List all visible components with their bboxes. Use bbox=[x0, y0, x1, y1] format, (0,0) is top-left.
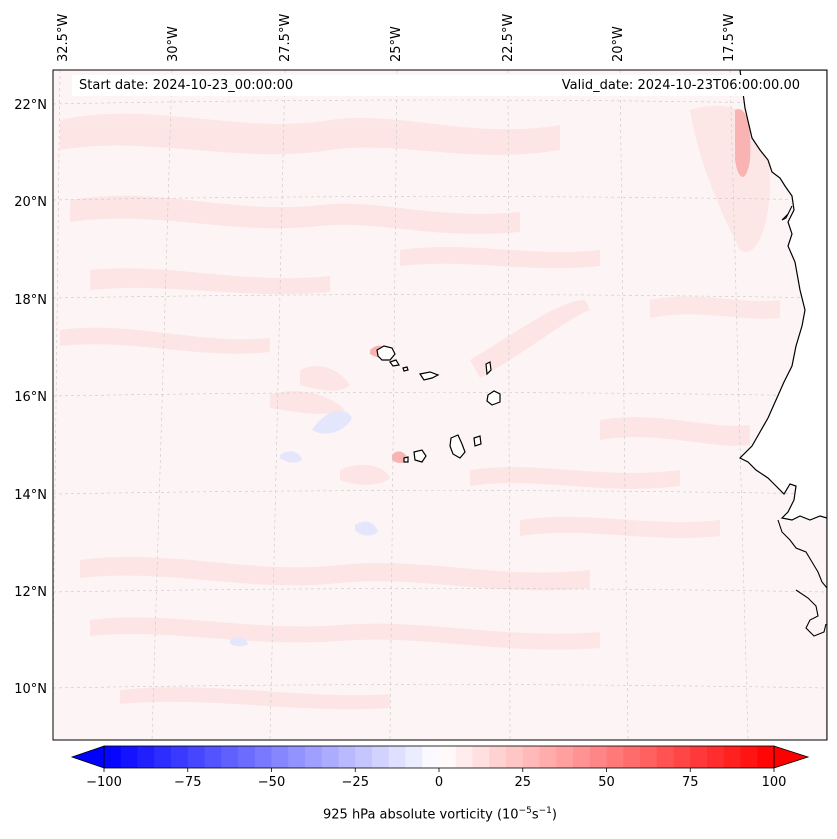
colorbar-cell bbox=[422, 746, 440, 768]
island-sao-nicolau bbox=[419, 371, 440, 381]
longitude-labels: 32.5°W 30°W 27.5°W 25°W 22.5°W 20°W 17.5… bbox=[56, 14, 737, 62]
colorbar-tick-label: 25 bbox=[514, 775, 531, 790]
colorbar-tick-label: −100 bbox=[86, 775, 122, 790]
colorbar-label: 925 hPa absolute vorticity (10−5s−1) bbox=[323, 806, 557, 823]
graticule bbox=[53, 70, 827, 740]
map-frame bbox=[52, 69, 828, 741]
map-panel bbox=[53, 70, 827, 740]
colorbar-tick-label: −50 bbox=[258, 775, 285, 790]
valid-date-label: Valid_date: 2024-10-23T06:00:00.00 bbox=[532, 75, 808, 96]
colorbar-cell bbox=[120, 746, 139, 768]
colorbar-tick-label: 0 bbox=[435, 775, 443, 790]
island-boa-vista bbox=[486, 390, 501, 406]
colorbar-cell bbox=[556, 746, 574, 768]
africa-coast-details bbox=[777, 205, 827, 637]
colorbar-cell bbox=[187, 746, 206, 768]
start-date-label: Start date: 2024-10-23_00:00:00 bbox=[72, 75, 539, 96]
island-santa-luzia bbox=[402, 366, 409, 372]
colorbar-cell bbox=[288, 746, 306, 768]
colorbar-cell bbox=[388, 746, 407, 768]
colorbar-cell bbox=[137, 746, 155, 768]
africa-coastline bbox=[738, 70, 827, 740]
island-fogo bbox=[413, 449, 427, 463]
colorbar-cell bbox=[673, 746, 691, 768]
colorbar-cell bbox=[154, 746, 172, 768]
island-santiago bbox=[449, 434, 466, 459]
island-sao-vicente bbox=[389, 359, 400, 367]
colorbar-cell bbox=[723, 746, 742, 768]
colorbar-cell bbox=[104, 746, 122, 768]
colorbar-tick-label: 50 bbox=[598, 775, 615, 790]
colorbar-cell bbox=[439, 746, 457, 768]
colorbar-cell bbox=[690, 746, 708, 768]
lon-label: 30°W bbox=[166, 26, 181, 62]
colorbar-ticks: −100 −75 −50 −25 0 25 50 75 100 bbox=[86, 768, 786, 790]
lat-label: 22°N bbox=[14, 98, 47, 113]
colorbar-cell bbox=[489, 746, 507, 768]
colorbar-cell bbox=[623, 746, 641, 768]
vorticity-field bbox=[60, 105, 780, 710]
colorbar-cell bbox=[171, 746, 189, 768]
island-brava bbox=[403, 456, 409, 463]
colorbar-cell bbox=[606, 746, 624, 768]
colorbar-cell bbox=[707, 746, 725, 768]
colorbar-cell bbox=[455, 746, 474, 768]
colorbar-cell bbox=[254, 746, 273, 768]
colorbar-cell bbox=[305, 746, 323, 768]
colorbar-tick-label: −75 bbox=[174, 775, 201, 790]
colorbar-tick-label: 75 bbox=[682, 775, 699, 790]
lat-label: 20°N bbox=[14, 195, 47, 210]
colorbar-cell bbox=[321, 746, 340, 768]
colorbar-min-extension bbox=[70, 745, 105, 769]
island-maio bbox=[473, 435, 482, 447]
colorbar-cell bbox=[238, 746, 256, 768]
lon-label: 27.5°W bbox=[278, 14, 293, 62]
lon-label: 17.5°W bbox=[722, 14, 737, 62]
colorbar-cell bbox=[355, 746, 373, 768]
latitude-labels: 22°N 20°N 18°N 16°N 14°N 12°N 10°N bbox=[14, 98, 47, 697]
lon-label: 20°W bbox=[611, 26, 626, 62]
colorbar-cell bbox=[372, 746, 390, 768]
colorbar-cell bbox=[539, 746, 557, 768]
colorbar-max-extension bbox=[773, 745, 810, 769]
colorbar-cell bbox=[204, 746, 222, 768]
colorbar-cell bbox=[338, 746, 356, 768]
colorbar-cell bbox=[271, 746, 289, 768]
island-santo-antao bbox=[376, 345, 396, 361]
lat-label: 12°N bbox=[14, 585, 47, 600]
colorbar-cell bbox=[640, 746, 658, 768]
lat-label: 16°N bbox=[14, 390, 47, 405]
colorbar: −100 −75 −50 −25 0 25 50 75 100 bbox=[70, 745, 810, 790]
colorbar-cell bbox=[405, 746, 423, 768]
colorbar-cell bbox=[589, 746, 608, 768]
island-sal bbox=[485, 361, 492, 376]
lon-label: 32.5°W bbox=[56, 14, 71, 62]
colorbar-cell bbox=[656, 746, 675, 768]
lat-label: 14°N bbox=[14, 488, 47, 503]
lon-label: 22.5°W bbox=[501, 14, 516, 62]
colorbar-cells bbox=[104, 746, 775, 768]
lat-label: 18°N bbox=[14, 293, 47, 308]
colorbar-tick-label: −25 bbox=[342, 775, 369, 790]
colorbar-cell bbox=[472, 746, 490, 768]
colorbar-cell bbox=[757, 746, 775, 768]
colorbar-tick-label: 100 bbox=[762, 775, 787, 790]
colorbar-cell bbox=[522, 746, 541, 768]
vorticity-negative-cores bbox=[230, 410, 378, 647]
lat-label: 10°N bbox=[14, 682, 47, 697]
colorbar-cell bbox=[740, 746, 758, 768]
cape-verde-islands bbox=[376, 345, 501, 463]
colorbar-cell bbox=[506, 746, 524, 768]
lon-label: 25°W bbox=[389, 26, 404, 62]
colorbar-cell bbox=[573, 746, 591, 768]
colorbar-cell bbox=[221, 746, 239, 768]
